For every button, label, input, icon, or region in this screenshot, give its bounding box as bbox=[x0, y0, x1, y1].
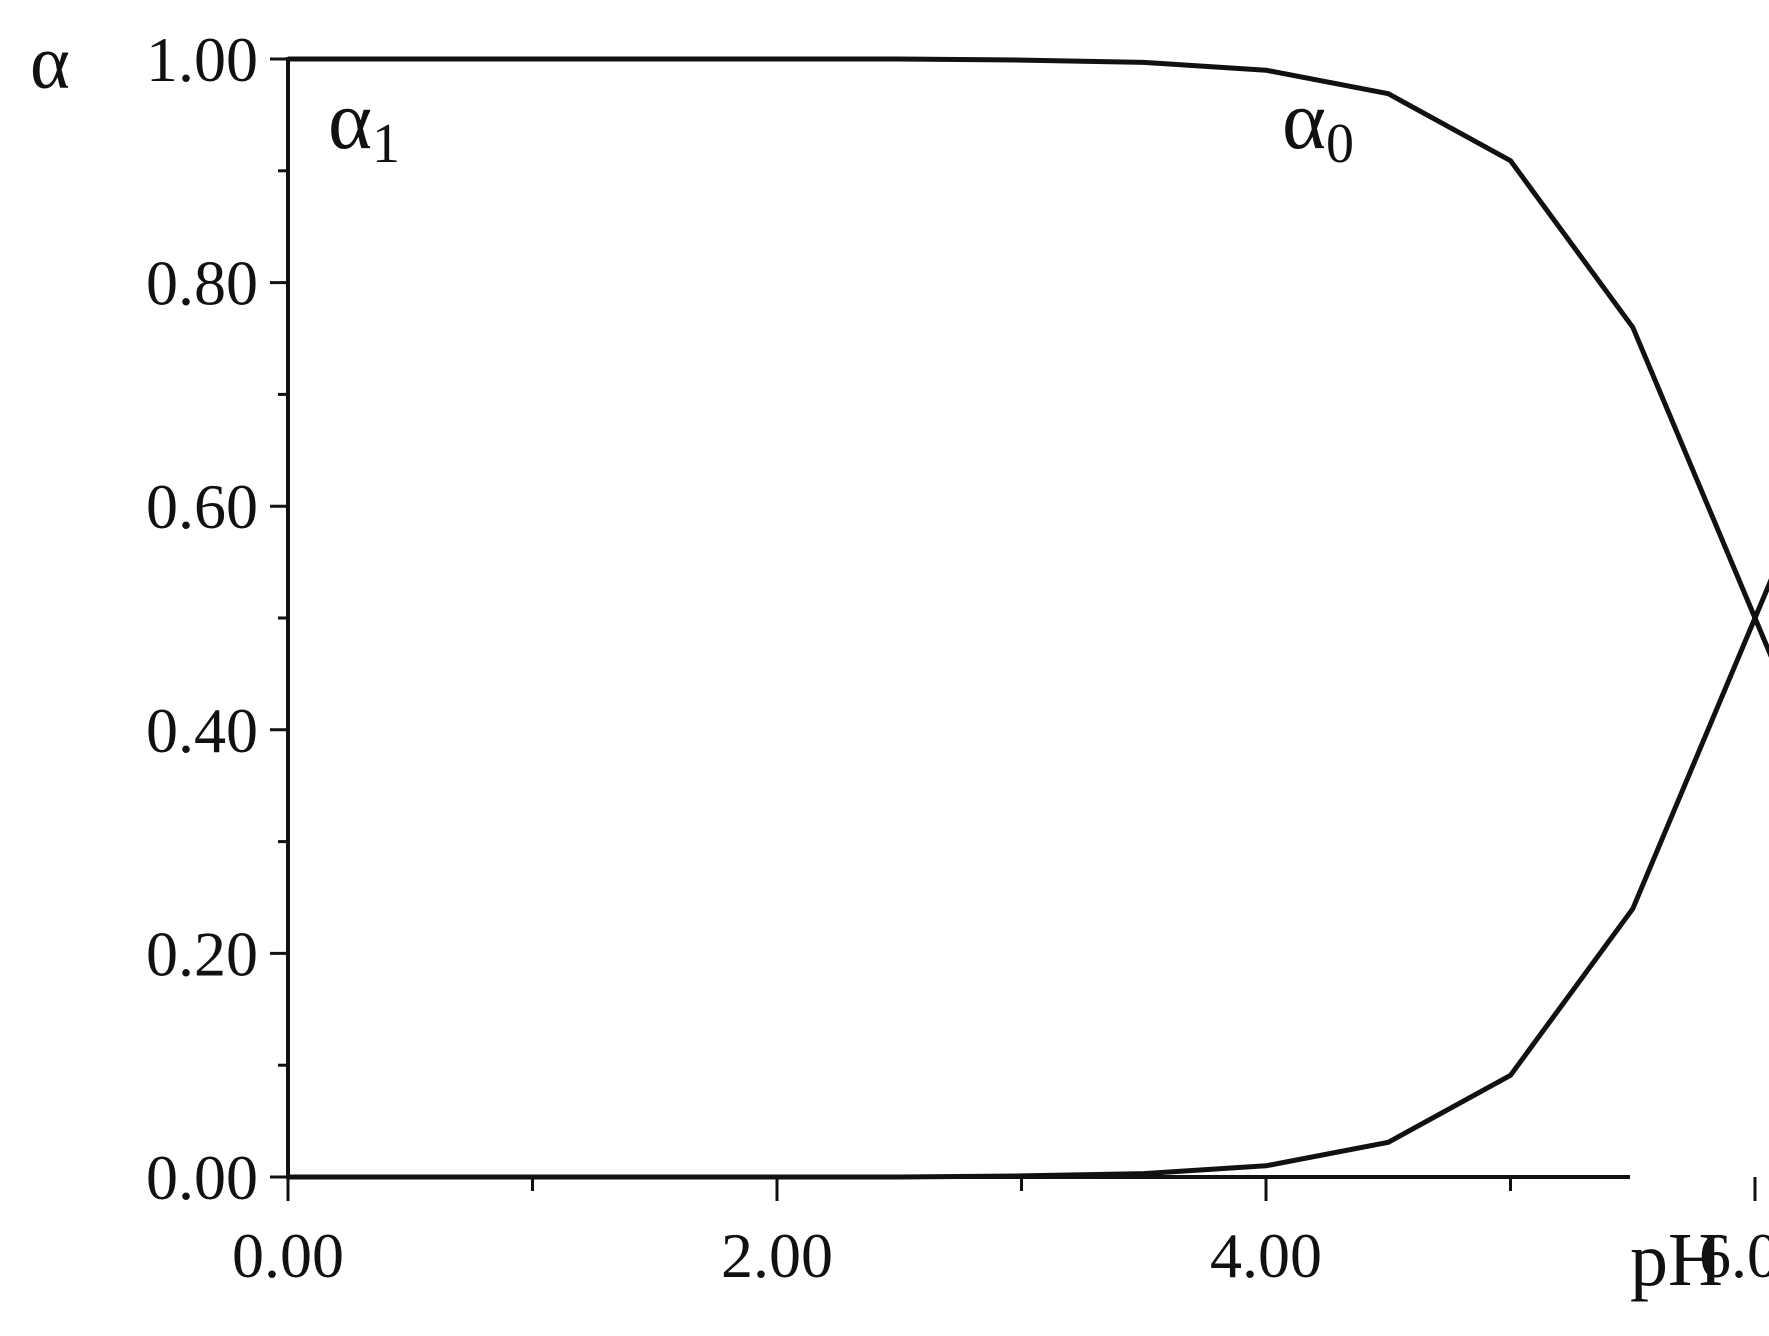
series-label-alpha1-symbol: α bbox=[328, 74, 372, 167]
tick-labels: 0.002.004.006.008.0010.000.000.200.400.6… bbox=[146, 24, 1769, 1291]
y-tick-label: 0.80 bbox=[146, 248, 258, 319]
series-line-alpha1 bbox=[288, 56, 1769, 658]
series-label-alpha0-symbol: α bbox=[1282, 74, 1326, 167]
y-tick-label: 1.00 bbox=[146, 24, 258, 95]
series-label-alpha0: α0 bbox=[1282, 74, 1354, 175]
y-tick-label: 0.00 bbox=[146, 1142, 258, 1213]
y-tick-label: 0.60 bbox=[146, 471, 258, 542]
series-label-alpha1: α1 bbox=[328, 74, 400, 175]
series-line-alpha0 bbox=[288, 578, 1769, 1180]
y-tick-label: 0.40 bbox=[146, 695, 258, 766]
x-tick-label: 0.00 bbox=[232, 1220, 344, 1291]
series-label-alpha0-subscript: 0 bbox=[1326, 113, 1354, 175]
y-axis-label: α bbox=[30, 21, 70, 105]
ticks bbox=[270, 57, 1757, 1201]
x-tick-label: 2.00 bbox=[721, 1220, 833, 1291]
x-tick-label: 6.00 bbox=[1699, 1220, 1769, 1291]
y-tick-label: 0.20 bbox=[146, 918, 258, 989]
series-label-alpha1-subscript: 1 bbox=[372, 113, 400, 175]
axes bbox=[286, 57, 1630, 1179]
series-group bbox=[288, 56, 1769, 1180]
x-tick-label: 4.00 bbox=[1210, 1220, 1322, 1291]
x-axis-label: pH bbox=[1630, 1218, 1723, 1302]
